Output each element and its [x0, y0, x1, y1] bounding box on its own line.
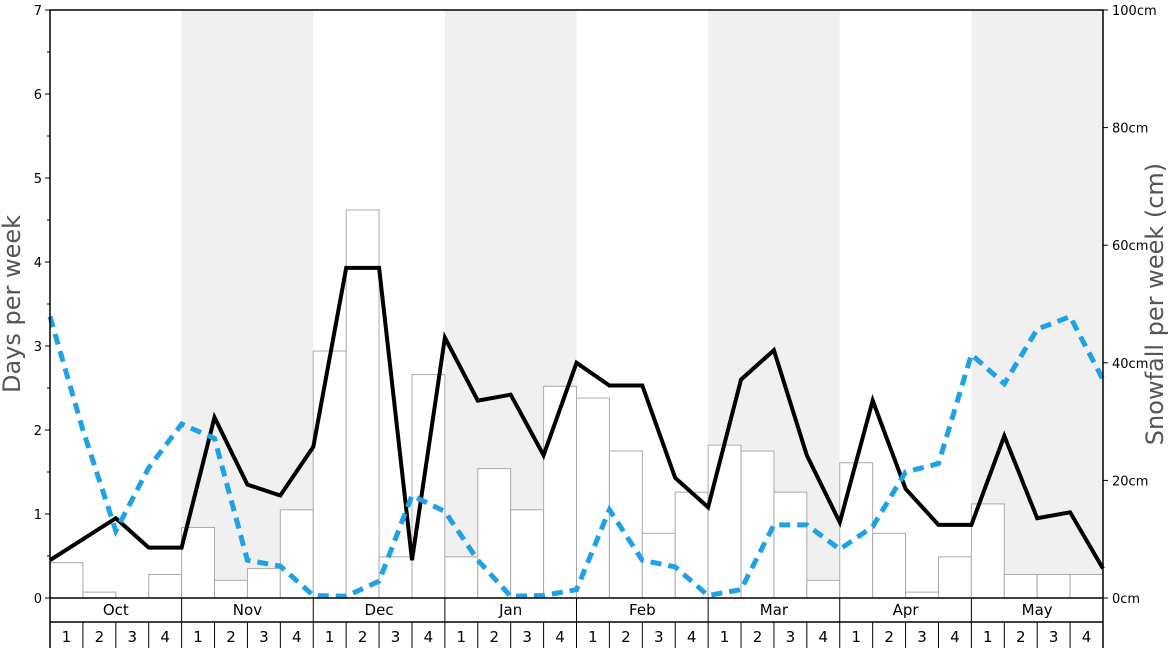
week-label: 2 [753, 628, 763, 646]
week-label: 3 [127, 628, 137, 646]
snowfall-bar [214, 579, 248, 599]
snowfall-bars [49, 209, 1104, 599]
month-label-may: May [1022, 601, 1053, 619]
week-label: 2 [95, 628, 105, 646]
week-label: 3 [522, 628, 532, 646]
snowfall-bar [806, 579, 841, 599]
left-axis-title: Days per week [0, 215, 26, 393]
snowfall-bar [905, 591, 939, 599]
week-label: 1 [588, 628, 598, 646]
snowfall-bar [839, 462, 874, 599]
left-tick-label: 2 [34, 424, 42, 439]
snowfall-bar [510, 509, 545, 599]
snowfall-bar [608, 450, 643, 599]
snowfall-bar [872, 532, 907, 599]
snowfall-bar [82, 591, 117, 599]
week-label: 3 [391, 628, 401, 646]
snowfall-bar [773, 491, 808, 599]
week-label: 4 [687, 628, 697, 646]
shaded-month-bands [181, 10, 1103, 598]
week-label: 1 [851, 628, 861, 646]
week-label: 3 [917, 628, 927, 646]
right-tick-label: 60cm [1112, 239, 1148, 254]
line-series [47, 265, 1106, 599]
snowfall-bar [707, 444, 742, 599]
month-label-apr: Apr [893, 601, 920, 619]
snowfall-bar [312, 350, 347, 599]
right-tick-label: 100cm [1112, 4, 1157, 19]
week-label: 2 [621, 628, 631, 646]
week-label: 2 [1016, 628, 1026, 646]
snowfall-bar [1036, 573, 1071, 599]
snowfall-bar [181, 526, 216, 599]
week-label: 4 [555, 628, 565, 646]
month-label-nov: Nov [233, 601, 262, 619]
snowfall-bar [411, 374, 446, 599]
week-label: 3 [786, 628, 796, 646]
snowfall-bar [674, 491, 709, 599]
week-label: 4 [424, 628, 434, 646]
left-tick-label: 6 [34, 88, 42, 103]
week-label: 1 [983, 628, 993, 646]
snowfall-bar [1069, 573, 1104, 599]
week-label: 3 [259, 628, 269, 646]
dashed-series-line [47, 313, 1106, 599]
month-shade-may [971, 10, 1103, 598]
left-axis: 0 1 2 3 4 5 6 7 [34, 4, 50, 607]
week-label: 2 [226, 628, 236, 646]
snowfall-bar [49, 562, 84, 599]
right-tick-label: 0cm [1112, 592, 1140, 607]
month-label-mar: Mar [760, 601, 789, 619]
week-label: 4 [950, 628, 960, 646]
week-label: 3 [654, 628, 664, 646]
week-label: 4 [819, 628, 829, 646]
snowfall-bar [1003, 573, 1038, 599]
week-label: 4 [292, 628, 302, 646]
left-tick-label: 4 [34, 256, 42, 271]
right-axis-title: Snowfall per week (cm) [1141, 163, 1168, 445]
snowfall-bar [378, 556, 413, 599]
snowfall-bar [937, 556, 972, 599]
snowfall-bar [246, 568, 281, 599]
snowfall-bar [543, 385, 577, 599]
week-label: 2 [358, 628, 368, 646]
left-tick-label: 7 [34, 4, 42, 19]
right-tick-label: 40cm [1112, 357, 1148, 372]
month-label-dec: Dec [365, 601, 394, 619]
week-label: 1 [457, 628, 467, 646]
week-label: 2 [884, 628, 894, 646]
snow-days-line [48, 265, 1105, 570]
month-label-oct: Oct [103, 601, 129, 619]
week-label: 4 [1082, 628, 1092, 646]
snowfall-bar [970, 503, 1005, 599]
week-label: 2 [489, 628, 499, 646]
right-axis: 0cm 20cm 40cm 60cm 80cm 100cm [1103, 4, 1157, 607]
snowfall-bar [279, 509, 314, 599]
snowfall-bar [444, 556, 479, 599]
left-tick-label: 5 [34, 172, 42, 187]
right-tick-label: 80cm [1112, 122, 1148, 137]
left-tick-label: 3 [34, 340, 42, 355]
week-label: 4 [160, 628, 170, 646]
week-label: 3 [1049, 628, 1059, 646]
snowfall-bar [576, 397, 610, 599]
snowfall-bar [148, 573, 183, 599]
right-tick-label: 20cm [1112, 474, 1148, 489]
month-shade-nov [181, 10, 314, 598]
month-label-feb: Feb [629, 601, 656, 619]
left-tick-label: 0 [34, 592, 42, 607]
week-label: 1 [325, 628, 335, 646]
week-label: 1 [720, 628, 730, 646]
left-tick-label: 1 [34, 508, 42, 523]
month-label-jan: Jan [498, 601, 522, 619]
x-axis-months-weeks: Oct 1 2 3 4 Nov 1 2 3 4 Dec 1 2 3 4 Jan 1 2 3 4 Feb 1 2 3 4 Mar 1 2… [49, 598, 1104, 648]
week-label: 1 [193, 628, 203, 646]
snowfall-bar [345, 209, 380, 599]
week-label: 1 [62, 628, 72, 646]
